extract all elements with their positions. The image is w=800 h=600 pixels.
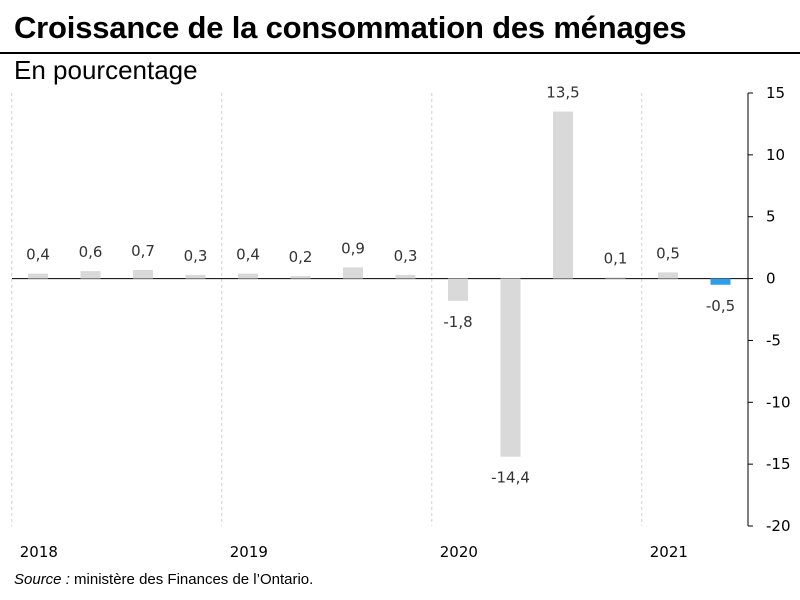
y-tick-label: 5 — [766, 208, 776, 226]
data-label: 0,7 — [131, 242, 155, 260]
data-label: -0,5 — [706, 297, 735, 315]
chart-title: Croissance de la consommation des ménage… — [14, 10, 687, 45]
year-label: 2020 — [440, 543, 478, 561]
year-label: 2021 — [650, 543, 688, 561]
bar — [28, 273, 48, 279]
year-label: 2019 — [230, 543, 268, 561]
bar — [238, 273, 258, 279]
title-rule — [0, 52, 800, 54]
bar — [500, 278, 521, 457]
bar — [605, 277, 626, 279]
y-tick-label: -20 — [766, 517, 791, 535]
data-label: 0,5 — [656, 244, 680, 262]
bar — [290, 276, 311, 279]
bar — [343, 267, 363, 279]
year-label: 2018 — [20, 543, 58, 561]
bar — [448, 278, 468, 301]
data-label: -14,4 — [491, 469, 530, 487]
data-label: 0,4 — [236, 246, 260, 264]
data-label: 0,1 — [604, 249, 628, 267]
bar — [80, 271, 101, 279]
bar — [395, 274, 416, 279]
data-label: 0,2 — [289, 248, 313, 266]
y-tick-label: 10 — [766, 146, 785, 164]
data-label: -1,8 — [443, 313, 472, 331]
source-label: Source : — [14, 571, 70, 588]
data-label: 0,4 — [26, 246, 50, 264]
bar — [710, 278, 731, 285]
data-label: 13,5 — [546, 84, 579, 102]
data-label: 0,3 — [184, 247, 208, 265]
bar — [133, 269, 153, 279]
y-tick-label: -15 — [766, 455, 791, 473]
source-text: ministère des Finances de l’Ontario. — [74, 571, 314, 588]
data-label: 0,3 — [394, 247, 418, 265]
source-note: Source : ministère des Finances de l’Ont… — [14, 571, 313, 588]
chart-subtitle: En pourcentage — [14, 55, 198, 85]
data-label: 0,6 — [79, 243, 103, 261]
y-tick-label: -10 — [766, 393, 791, 411]
y-tick-label: -5 — [766, 331, 781, 349]
bar — [658, 272, 678, 279]
bar — [185, 274, 206, 279]
bar — [553, 111, 573, 279]
y-tick-label: 0 — [766, 270, 776, 288]
data-label: 0,9 — [341, 239, 365, 257]
y-tick-label: 15 — [766, 84, 785, 102]
